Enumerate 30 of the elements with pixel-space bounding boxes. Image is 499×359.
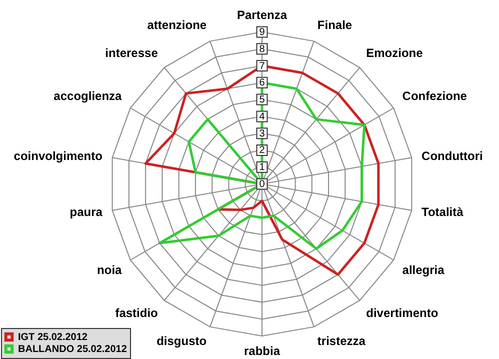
spoke-label: coinvolgimento xyxy=(14,148,102,163)
spoke-label: Finale xyxy=(317,18,352,32)
y-tick-label: 9 xyxy=(259,27,266,38)
spoke-label: disgusto xyxy=(156,334,207,348)
y-tick-label: 3 xyxy=(259,128,266,140)
spoke-label: Emozione xyxy=(366,46,424,60)
y-tick-label: 7 xyxy=(259,60,266,72)
y-tick-label: 8 xyxy=(259,44,266,55)
y-tick-label: 0 xyxy=(259,179,266,190)
spoke-label: Partenza xyxy=(236,8,288,22)
y-tick-label: 2 xyxy=(259,145,266,156)
spoke-label: attenzione xyxy=(147,18,207,32)
spoke-label: tristezza xyxy=(317,334,366,348)
spoke-label: Confezione xyxy=(402,89,468,103)
spoke-label: Totalità xyxy=(422,205,464,220)
spoke-label: Conduttori xyxy=(422,148,483,163)
spoke-label: paura xyxy=(70,205,103,220)
y-tick-label: 5 xyxy=(259,94,266,106)
spoke-label: interesse xyxy=(105,46,158,60)
spoke-label: accoglienza xyxy=(54,89,122,103)
spoke-label: rabbia xyxy=(244,344,280,358)
y-tick-label: 1 xyxy=(259,162,266,174)
spoke-label: allegria xyxy=(402,263,445,277)
spoke-label: noia xyxy=(97,263,122,277)
legend-label: IGT 25.02.2012 xyxy=(18,332,88,343)
legend-label: BALLANDO 25.02.2012 xyxy=(18,344,128,355)
spoke-label: fastidio xyxy=(115,306,158,320)
y-tick-label: 6 xyxy=(259,78,266,89)
spoke-label: divertimento xyxy=(366,306,438,320)
y-tick-label: 4 xyxy=(259,111,266,122)
